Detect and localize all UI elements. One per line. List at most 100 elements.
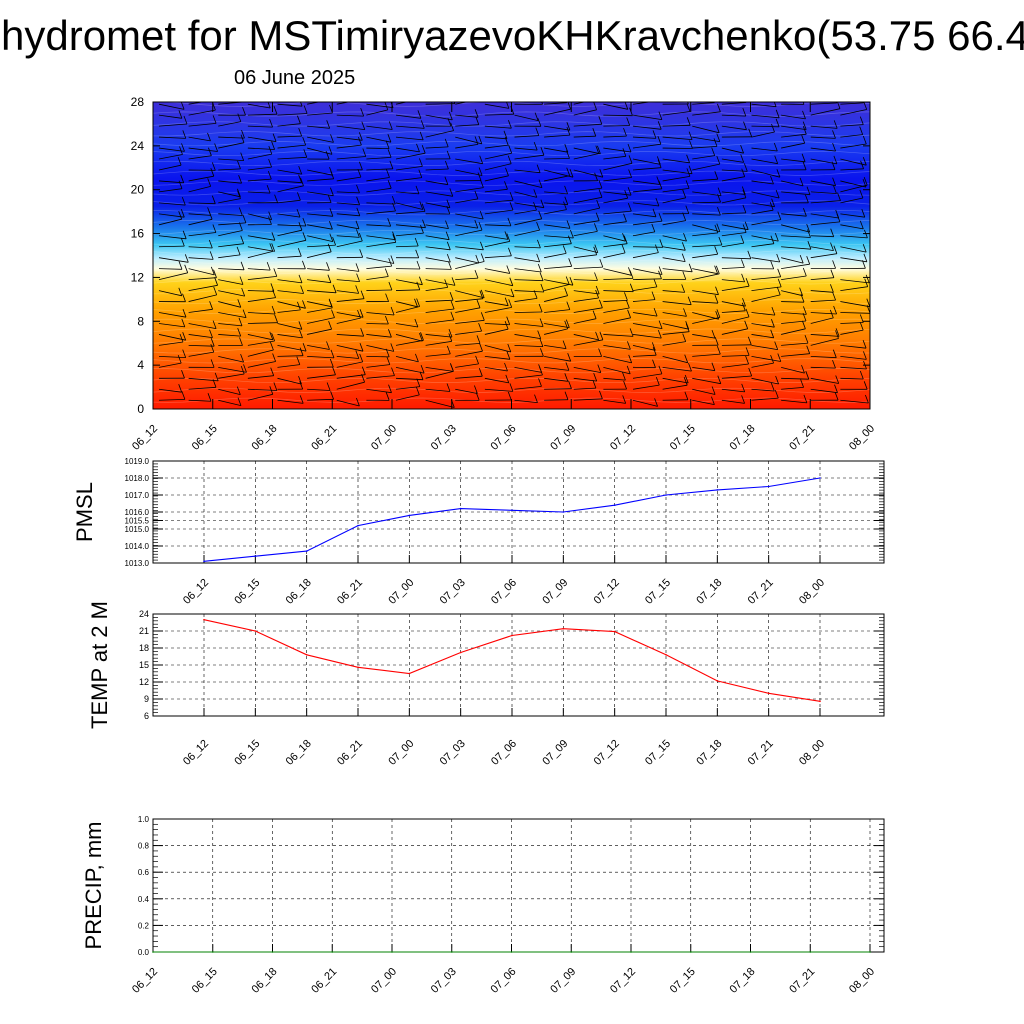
wind-barb — [158, 362, 182, 368]
wind-barb-flag — [801, 153, 806, 162]
wind-barb-flag — [475, 355, 479, 365]
x-tick-label: 07_12 — [592, 738, 622, 768]
wind-barb — [484, 279, 513, 287]
wind-barb-flag — [361, 121, 366, 130]
wind-barb-flag — [592, 310, 597, 319]
wind-barb-flag — [533, 189, 538, 198]
wind-barb — [336, 355, 359, 359]
wind-barb-flag — [598, 189, 603, 198]
wind-barb-flag — [273, 382, 278, 391]
wind-barb — [662, 111, 691, 116]
wind-barb — [721, 169, 748, 172]
wind-barb-flag — [450, 311, 455, 321]
data-point — [767, 692, 770, 695]
x-tick-label: 08_00 — [797, 577, 827, 607]
x-tick-label: 06_18 — [284, 738, 314, 768]
wind-barb — [751, 276, 781, 281]
wind-barb-flag — [504, 181, 508, 190]
wind-barb-flag — [771, 123, 775, 133]
wind-barb — [277, 169, 302, 175]
wind-barb — [395, 334, 423, 342]
wind-barb-flag — [444, 138, 449, 148]
wind-barb — [336, 268, 360, 272]
wind-barb-flag — [687, 296, 692, 305]
wind-barb — [158, 341, 184, 346]
wind-barb — [336, 361, 363, 368]
data-point — [869, 951, 871, 953]
wind-barb — [632, 299, 656, 302]
wind-barb — [840, 134, 863, 138]
wind-barb-flag — [478, 368, 483, 377]
wind-barb-flag — [241, 287, 246, 297]
wind-barb — [425, 308, 455, 313]
wind-barb-flag — [742, 107, 747, 117]
wind-barb — [188, 399, 212, 402]
wind-barb-flag — [508, 145, 513, 154]
wind-barb-flag — [866, 298, 870, 307]
wind-barb — [751, 377, 779, 385]
wind-barb-flag — [212, 320, 217, 329]
wind-barb — [247, 125, 273, 128]
wind-barb-flag — [800, 379, 804, 388]
x-tick-label: 07_00 — [386, 577, 416, 607]
wind-barb-flag — [207, 207, 211, 216]
wind-barb-flag — [477, 91, 480, 99]
wind-barb-flag — [267, 170, 272, 180]
wind-barb — [307, 178, 334, 182]
wind-barb — [721, 316, 750, 324]
wind-barb-flag — [566, 126, 571, 136]
wind-barb — [484, 301, 509, 307]
wind-barb-flag — [567, 102, 571, 110]
wind-barb — [662, 331, 690, 335]
y-tick-label: 1018.0 — [125, 474, 150, 483]
wind-barb-flag — [479, 155, 484, 164]
wind-barb — [366, 345, 394, 352]
data-point — [305, 550, 308, 552]
data-point — [613, 504, 616, 507]
wind-barb-flag — [568, 258, 573, 267]
wind-barb-flag — [777, 353, 782, 362]
wind-barb-flag — [446, 345, 451, 355]
data-point — [203, 560, 205, 563]
wind-barb — [721, 242, 744, 248]
wind-barb-flag — [688, 165, 693, 174]
wind-barb — [218, 279, 244, 285]
wind-barb — [721, 114, 746, 117]
wind-barb — [840, 168, 864, 171]
wind-barb-flag — [210, 266, 215, 276]
wind-barb — [158, 180, 184, 184]
wind-barb — [603, 210, 632, 215]
wind-barb — [810, 253, 837, 259]
wind-barb — [307, 345, 330, 350]
y-tick-label: 0.0 — [138, 948, 150, 957]
wind-barb — [781, 213, 807, 217]
wind-barb-flag — [742, 298, 746, 307]
wind-barb-flag — [770, 175, 774, 185]
wind-barb — [840, 235, 868, 239]
wind-barb-flag — [329, 221, 333, 230]
wind-barb-flag — [715, 286, 719, 295]
wind-barb — [514, 147, 538, 151]
wind-barb — [573, 102, 587, 105]
wind-barb-flag — [568, 235, 572, 244]
wind-barb-flag — [536, 164, 541, 173]
wind-barb — [455, 169, 483, 176]
wind-barb — [307, 251, 332, 259]
wind-barb — [573, 318, 597, 324]
wind-barb — [307, 290, 337, 294]
wind-barb-flag — [742, 224, 747, 233]
wind-barb — [573, 123, 602, 127]
wind-barb — [277, 301, 306, 309]
wind-barb-flag — [624, 190, 629, 199]
wind-barb — [603, 114, 633, 117]
wind-barb-flag — [332, 284, 337, 293]
wind-barb — [395, 152, 426, 160]
wind-barb-flag — [451, 277, 456, 286]
wind-barb — [247, 166, 272, 171]
wind-barb — [158, 147, 185, 152]
wind-barb-flag — [686, 117, 691, 126]
wind-barb — [307, 398, 334, 401]
wind-barb-flag — [207, 393, 212, 402]
wind-barb-flag — [326, 262, 330, 271]
wind-barb — [573, 109, 597, 116]
